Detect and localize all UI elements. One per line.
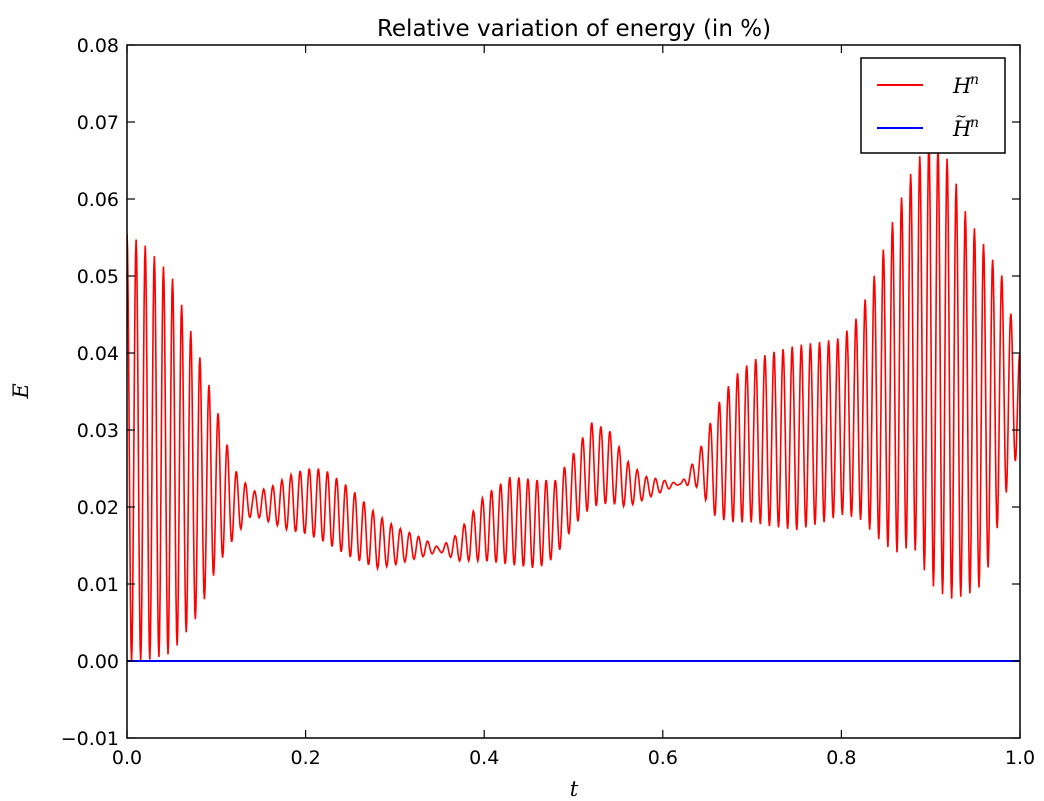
y-tick-label: 0.02	[77, 497, 119, 519]
legend-label-2: H	[952, 117, 972, 141]
legend-label-sup-2: n	[970, 115, 979, 131]
y-tick-label: 0.00	[77, 651, 119, 673]
plot-area: 0.0 0.2 0.4 0.6 0.8 1.0−0.010.000.010.020.030…	[61, 35, 1035, 769]
legend-box	[860, 57, 1006, 154]
y-axis-ticks: −0.01 0.00 0.01 0.02 0.03 0.04 0.05 0.06 0.07 0.0…	[61, 35, 1020, 750]
legend-label-tilde-2: ~	[955, 109, 967, 125]
y-tick-label: 0.05	[77, 266, 119, 288]
x-tick-label: 0.8	[826, 747, 856, 769]
y-tick-label: 0.04	[77, 343, 119, 365]
x-tick-label: 0.2	[290, 747, 320, 769]
axes-frame	[126, 44, 1021, 739]
series-group	[127, 140, 1020, 662]
x-tick-label: 0.4	[469, 747, 499, 769]
x-axis-label: t	[570, 777, 579, 801]
y-tick-label: 0.07	[77, 112, 119, 134]
x-tick-label: 1.0	[1005, 747, 1035, 769]
x-tick-label: 0.6	[648, 747, 678, 769]
legend-label-1: H	[952, 74, 972, 98]
y-tick-label: 0.08	[77, 35, 119, 57]
x-axis-ticks: 0.0 0.2 0.4 0.6 0.8 1.0	[112, 45, 1035, 769]
y-tick-label: 0.03	[77, 420, 119, 442]
x-tick-label: 0.0	[112, 747, 142, 769]
chart-title: Relative variation of energy (in %)	[377, 16, 771, 42]
y-tick-label: 0.06	[77, 189, 119, 211]
y-tick-label: 0.01	[77, 574, 119, 596]
legend-label-sup-1: n	[970, 72, 979, 88]
y-tick-label: −0.01	[61, 728, 119, 750]
y-axis-label: E	[9, 383, 33, 399]
series-line-1	[127, 140, 1020, 662]
